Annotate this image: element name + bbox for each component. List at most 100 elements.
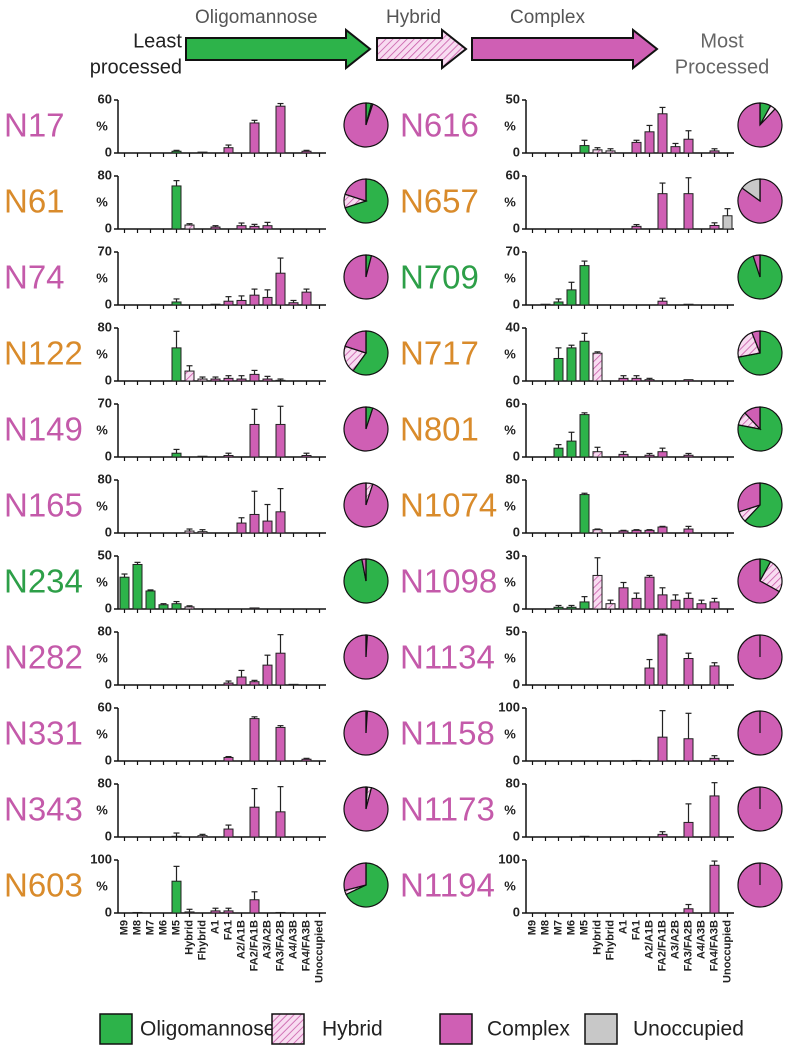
error-bar <box>646 658 653 669</box>
y-axis-label: % <box>96 194 108 209</box>
y-tick-label: 70 <box>98 395 112 410</box>
bar <box>275 511 286 534</box>
error-bar <box>685 592 692 599</box>
error-bar <box>568 281 575 290</box>
error-bar <box>711 782 718 796</box>
bar <box>605 150 616 154</box>
bar <box>288 683 299 686</box>
bar <box>592 149 603 154</box>
error-bar <box>685 130 692 140</box>
error-bar <box>173 832 180 837</box>
bar <box>605 603 616 610</box>
error-bar <box>251 288 258 296</box>
y-axis-label: % <box>504 194 516 209</box>
bar <box>644 379 655 382</box>
bar <box>709 224 720 230</box>
error-bar <box>173 298 180 302</box>
x-tick-label: A1 <box>209 920 221 934</box>
x-tick-label: FA2/FA1B <box>248 920 260 971</box>
bar <box>618 587 629 610</box>
bar <box>683 193 694 230</box>
y-tick-label: 60 <box>506 167 520 182</box>
bar <box>223 454 234 458</box>
bar <box>683 908 694 914</box>
error-bar <box>711 755 718 759</box>
pie-slice <box>737 558 781 604</box>
error-bar <box>659 710 666 738</box>
site-label: N282 <box>4 639 83 676</box>
process-arrow <box>185 27 372 71</box>
error-bar <box>594 351 601 354</box>
y-tick-label: 80 <box>98 319 112 334</box>
y-tick-label: 0 <box>513 904 520 919</box>
error-bar <box>594 446 601 452</box>
error-bar <box>121 573 128 578</box>
bar <box>683 454 694 458</box>
bar <box>171 185 182 230</box>
error-bar <box>225 680 232 684</box>
bar <box>249 423 260 458</box>
x-tick-label: M8 <box>539 920 551 935</box>
error-bar <box>659 182 666 194</box>
bar <box>709 864 720 914</box>
bar <box>288 302 299 306</box>
y-tick-label: 0 <box>513 524 520 539</box>
x-tick-label: FA3/FA2B <box>274 920 286 971</box>
bar <box>171 452 182 458</box>
bar <box>566 440 577 458</box>
x-tick-label: Hybrid <box>591 920 603 955</box>
bar <box>275 105 286 154</box>
error-bar <box>225 144 232 148</box>
y-tick-label: 0 <box>105 904 112 919</box>
bar <box>579 145 590 154</box>
site-label: N1194 <box>400 867 495 904</box>
bar <box>709 601 720 610</box>
y-axis-label: % <box>504 802 516 817</box>
bar <box>709 757 720 762</box>
site-label: N603 <box>4 867 83 904</box>
legend-label: Complex <box>487 1018 570 1041</box>
bar <box>275 811 286 838</box>
y-axis-label: % <box>504 650 516 665</box>
y-axis-label: % <box>96 726 108 741</box>
bar <box>210 378 221 382</box>
error-bar <box>724 208 731 216</box>
error-bar <box>594 147 601 150</box>
error-bar <box>659 525 666 528</box>
y-tick-label: 100 <box>498 851 520 866</box>
x-tick-label: A2/A1B <box>235 920 247 959</box>
y-tick-label: 80 <box>98 471 112 486</box>
bar <box>683 597 694 610</box>
x-tick-label: FA1 <box>222 920 234 940</box>
bar <box>644 131 655 154</box>
bar <box>275 652 286 686</box>
bar <box>592 574 603 610</box>
x-tick-label: M9 <box>118 920 130 935</box>
error-bar <box>277 378 284 381</box>
bar <box>566 606 577 610</box>
y-axis-label: % <box>504 726 516 741</box>
bar <box>657 113 668 154</box>
y-tick-label: 0 <box>105 372 112 387</box>
error-bar <box>264 503 271 522</box>
bar <box>579 494 590 534</box>
y-tick-label: 80 <box>98 623 112 638</box>
error-bar <box>685 452 692 456</box>
bar <box>579 601 590 610</box>
y-tick-label: 0 <box>513 448 520 463</box>
site-label: N709 <box>400 259 479 296</box>
y-tick-label: 100 <box>90 851 112 866</box>
error-bar <box>568 431 575 442</box>
x-tick-label: A3/A2B <box>261 920 273 959</box>
legend-label: Hybrid <box>322 1018 383 1041</box>
y-tick-label: 0 <box>105 752 112 767</box>
bar <box>171 880 182 914</box>
error-bar <box>568 344 575 348</box>
bar <box>657 193 668 230</box>
error-bar <box>711 222 718 226</box>
bar <box>275 726 286 762</box>
bar <box>592 451 603 458</box>
legend-label: Unoccupied <box>633 1018 744 1041</box>
error-bar <box>620 451 627 455</box>
error-bar <box>264 654 271 666</box>
